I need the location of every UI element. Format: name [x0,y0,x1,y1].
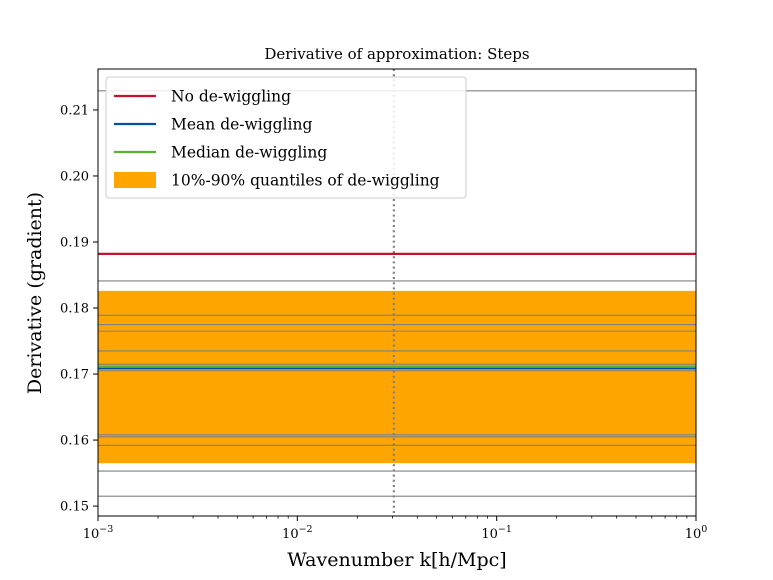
y-axis-label: Derivative (gradient) [24,192,46,394]
x-tick-label: 100 [685,524,708,542]
plot-frame [97,68,697,517]
y-tick-label: 0.20 [60,169,89,184]
y-tick-label: 0.16 [60,434,89,449]
legend: No de-wiggling Mean de-wiggling Median de-… [105,76,467,199]
legend-label: No de-wiggling [171,88,291,106]
quantile-band-layer [98,290,696,464]
x-tick-label: 10−3 [83,524,114,542]
y-tick-label: 0.17 [60,368,89,383]
legend-label: Mean de-wiggling [171,116,312,134]
y-tick-label: 0.21 [60,103,89,118]
legend-label: Median de-wiggling [171,144,327,162]
chart-title: Derivative of approximation: Steps [264,45,529,63]
quantile-band [98,290,696,464]
x-tick-label: 10−2 [282,524,313,542]
y-tick-label: 0.18 [60,302,89,317]
y-tick-label: 0.15 [60,500,89,515]
series-lines-layer [98,252,696,370]
x-tick-label: 10−1 [481,524,512,542]
y-tick-label: 0.19 [60,235,89,250]
individual-lines-layer [98,90,696,497]
legend-swatch-10-90-quantiles-of-de-wiggling [114,172,156,188]
y-axis: 0.15 0.16 0.17 0.18 0.19 0.20 0.21 [60,103,98,515]
x-axis: 10−3 10−2 10−1 100 [83,516,708,542]
legend-box [105,76,467,199]
x-axis-label: Wavenumber k[h/Mpc] [287,549,506,571]
legend-label: 10%-90% quantiles of de-wiggling [171,172,440,190]
